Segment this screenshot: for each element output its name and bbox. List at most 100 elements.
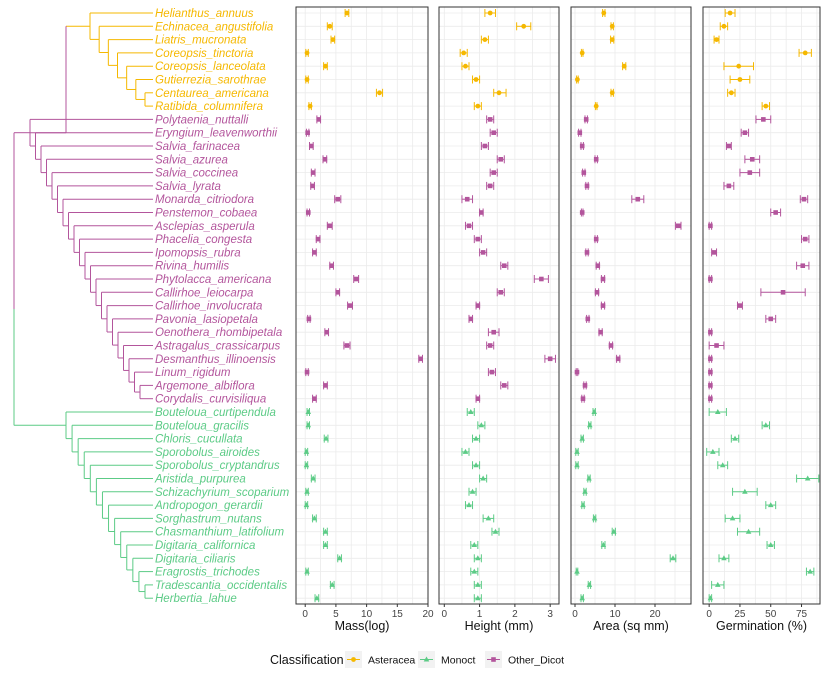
data-point: [304, 369, 310, 375]
data-point: [475, 595, 481, 601]
data-point: [418, 356, 423, 362]
data-point: [714, 37, 719, 42]
tick-label: 10: [361, 609, 373, 620]
data-point: [584, 183, 590, 189]
data-point: [547, 356, 553, 362]
legend-entry: Other_Dicot: [485, 651, 564, 668]
data-point: [466, 502, 472, 508]
data-point: [323, 63, 328, 69]
data-point: [780, 290, 786, 295]
data-point: [496, 90, 502, 96]
tick-label: 0: [572, 609, 578, 620]
data-point: [582, 488, 588, 494]
data-point: [763, 103, 769, 109]
species-label: Phytolacca_americana: [155, 274, 271, 286]
data-point: [310, 170, 316, 175]
species-label: Linum_rigidum: [155, 367, 231, 379]
data-point: [726, 183, 732, 189]
data-point: [574, 448, 580, 454]
data-point: [461, 50, 467, 56]
species-label: Sorghastrum_nutans: [155, 513, 262, 525]
data-point: [721, 555, 727, 561]
data-point: [737, 77, 743, 82]
data-point: [347, 303, 353, 308]
data-point: [492, 528, 499, 534]
data-point: [344, 343, 350, 348]
tick-label: 3: [547, 609, 553, 620]
data-point: [475, 555, 481, 561]
data-point: [721, 23, 727, 29]
species-label: Callirhoe_leiocarpa: [155, 287, 253, 299]
data-point: [307, 103, 313, 109]
data-point: [305, 210, 311, 215]
tick-label: 50: [765, 609, 777, 620]
data-point: [737, 303, 743, 308]
data-point: [330, 37, 336, 42]
data-point: [708, 276, 713, 282]
data-point: [322, 157, 328, 162]
data-point: [335, 196, 341, 202]
data-point: [726, 143, 732, 149]
data-point: [710, 448, 716, 454]
species-label: Salvia_azurea: [155, 154, 228, 166]
data-point: [309, 143, 314, 149]
data-point: [601, 10, 607, 16]
data-point: [761, 117, 766, 122]
data-point: [471, 542, 478, 547]
data-point: [475, 236, 481, 242]
data-point: [586, 581, 593, 587]
panel-border: [570, 6, 692, 605]
data-point: [336, 555, 343, 561]
data-point: [351, 657, 356, 662]
data-point: [475, 103, 481, 109]
data-point: [491, 170, 497, 175]
data-point: [593, 157, 599, 162]
data-point: [598, 329, 603, 335]
legend-label: Asteracea: [368, 655, 415, 667]
species-label: Gutierrezia_sarothrae: [155, 75, 266, 87]
data-point: [581, 170, 587, 175]
data-point: [611, 528, 617, 534]
species-label: Asclepias_asperula: [154, 221, 255, 233]
data-point: [316, 117, 322, 122]
data-point: [608, 343, 614, 348]
data-point: [521, 23, 527, 29]
data-point: [304, 50, 310, 56]
data-point: [463, 63, 468, 69]
data-point: [464, 196, 470, 202]
data-point: [742, 488, 748, 494]
data-point: [708, 396, 713, 401]
data-point: [487, 117, 493, 122]
species-label: Eragrostis_trichodes: [155, 567, 260, 579]
data-point: [802, 236, 808, 242]
species-label: Chloris_cucullata: [155, 434, 243, 446]
data-point: [487, 10, 493, 16]
data-point: [466, 223, 472, 229]
phylogenetic-tree: [13, 12, 153, 599]
data-point: [501, 383, 507, 388]
species-label: Corydalis_curvisiliqua: [155, 394, 266, 406]
data-point: [807, 568, 813, 574]
data-point: [498, 290, 504, 295]
species-label: Callirhoe_involucrata: [155, 301, 262, 313]
species-label: Argemone_albiflora: [154, 380, 255, 392]
data-point: [609, 90, 615, 96]
data-point: [323, 383, 328, 388]
data-point: [327, 223, 333, 229]
data-point: [714, 581, 721, 587]
species-label: Salvia_farinacea: [155, 141, 240, 153]
species-label: Helianthus_annuus: [155, 8, 254, 20]
data-point: [304, 488, 310, 494]
species-label: Tradescantia_occidentalis: [155, 580, 287, 592]
data-point: [574, 369, 580, 375]
legend-label: Monoct: [441, 655, 476, 667]
data-point: [584, 250, 590, 255]
species-label: Pavonia_lasiopetala: [155, 314, 258, 326]
panel-border: [438, 6, 560, 605]
species-label: Herbertia_lahue: [155, 593, 237, 605]
legend-entry: Asteracea: [345, 651, 415, 668]
data-point: [480, 475, 486, 481]
data-point: [579, 435, 585, 441]
